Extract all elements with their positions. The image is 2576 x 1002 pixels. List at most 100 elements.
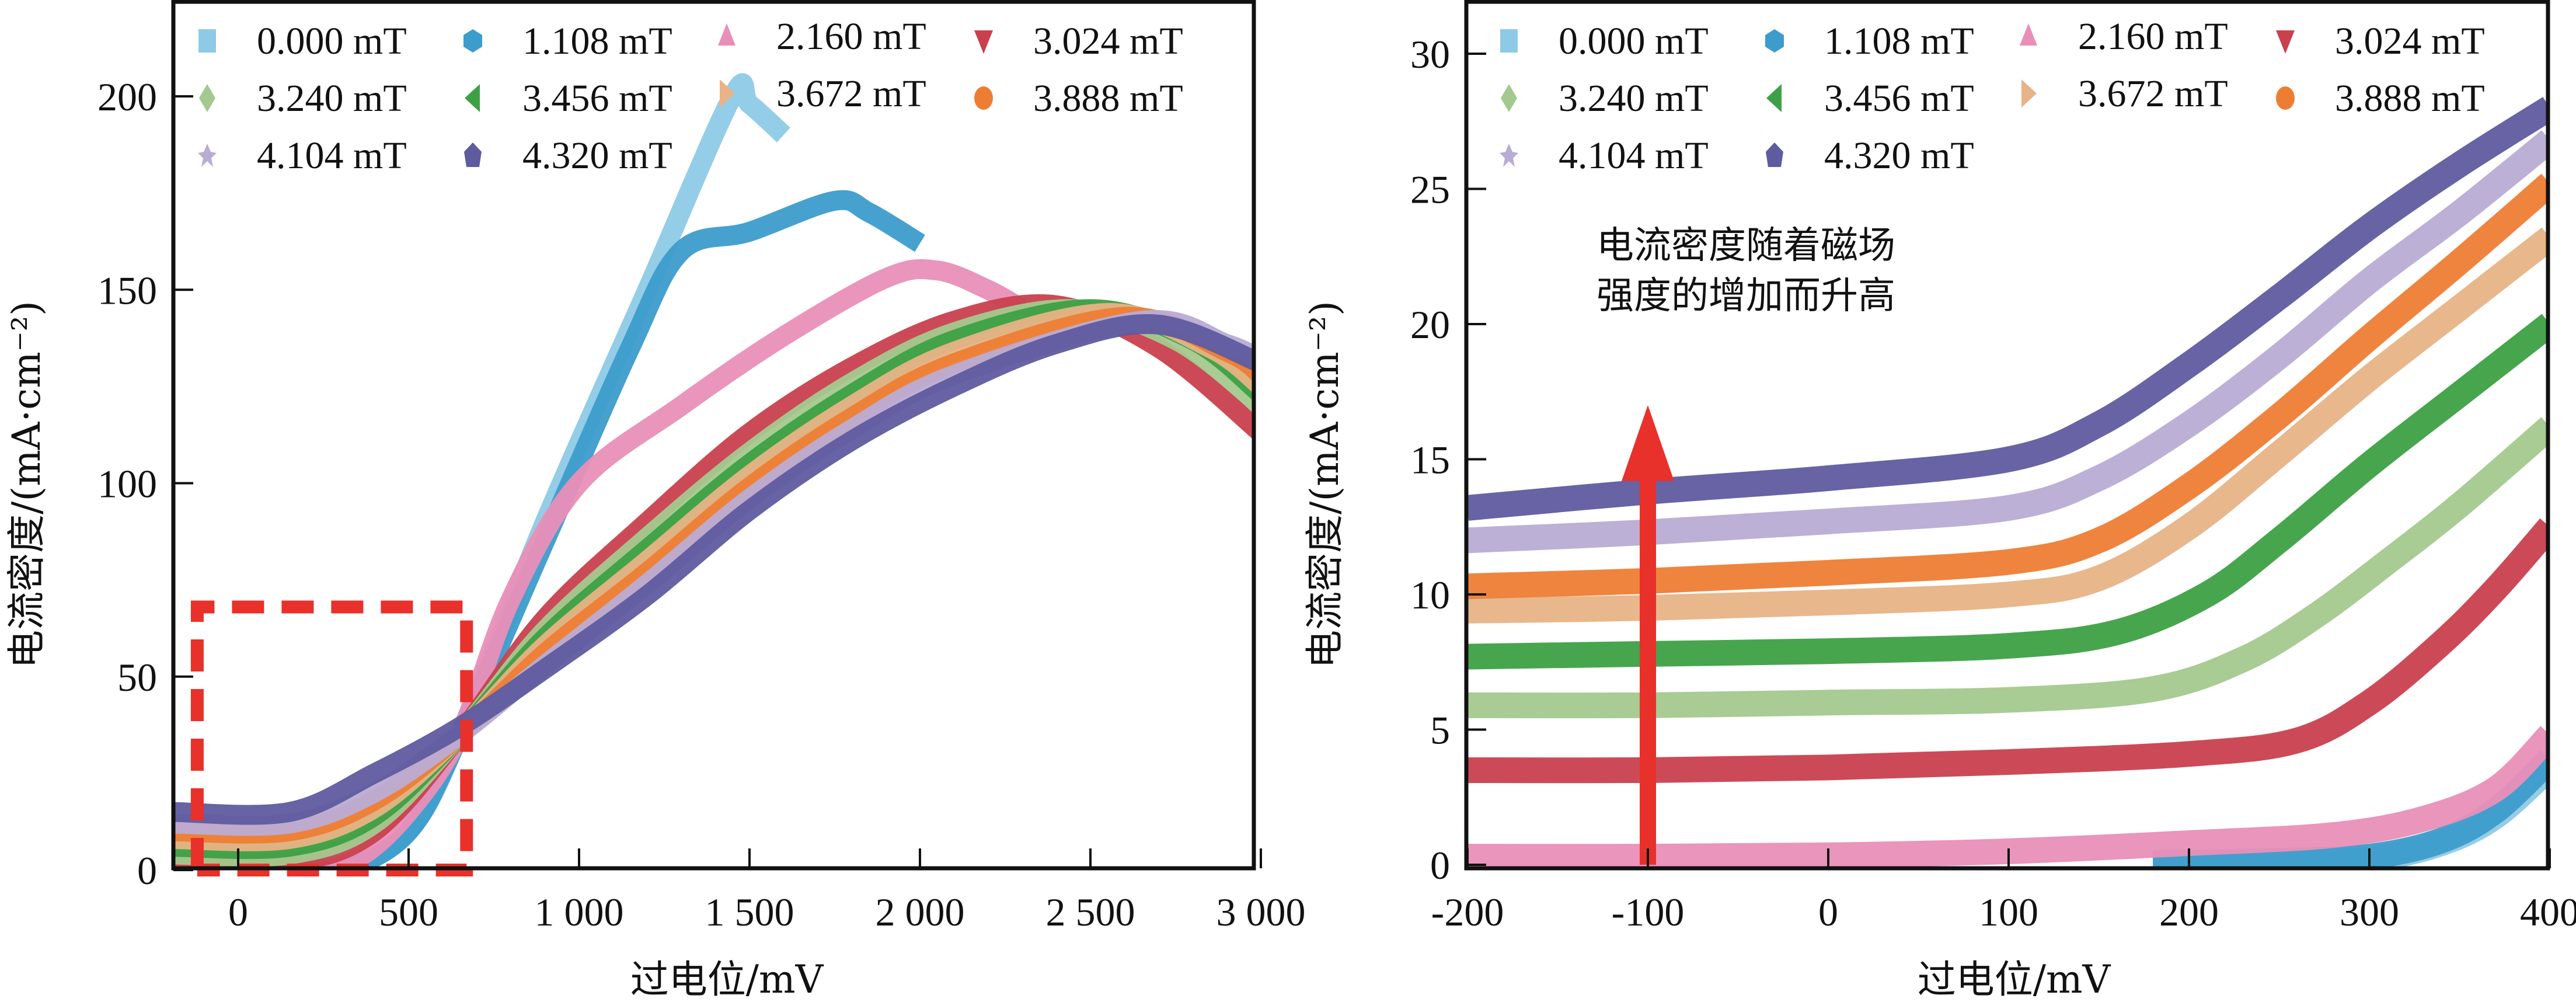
right-y-tick-label: 0 bbox=[1430, 843, 1450, 888]
legend-label: 1.108 mT bbox=[1824, 20, 1974, 62]
right-series-line-3-456-mT bbox=[1467, 314, 2548, 670]
right-series-line-4-104-mT bbox=[1467, 130, 2548, 554]
left-chart-panel: 0 500 1 000 1 500 2 000 2 500 3 000 0 50 100 150 2… bbox=[4, 0, 1306, 1002]
right-x-tick-label: 0 bbox=[1818, 890, 1838, 934]
legend-label: 4.104 mT bbox=[257, 134, 407, 177]
right-y-tick-label: 5 bbox=[1430, 708, 1450, 753]
right-x-ticks: -200 -100 0 100 200 300 400 bbox=[1431, 848, 2576, 934]
legend-label: 4.320 mT bbox=[522, 134, 672, 177]
legend-marker-triangle-left-icon bbox=[1766, 84, 1782, 112]
legend-item: 3.672 mT bbox=[2021, 72, 2228, 115]
legend-item: 3.024 mT bbox=[974, 20, 1183, 62]
right-plot-frame bbox=[1464, 0, 2550, 871]
legend-marker-pentagon-icon bbox=[1766, 142, 1783, 167]
right-x-axis-title: 过电位/mV bbox=[1918, 957, 2111, 1002]
left-series-line-2-160-mT bbox=[173, 259, 1027, 868]
legend-item: 2.160 mT bbox=[718, 15, 926, 58]
right-y-tick-label: 10 bbox=[1410, 573, 1450, 617]
left-x-axis-title: 过电位/mV bbox=[630, 957, 824, 1002]
legend-marker-circle-icon bbox=[2276, 86, 2295, 110]
annotation-text-line-2: 强度的增加而升高 bbox=[1597, 274, 1895, 318]
legend-label: 3.024 mT bbox=[1033, 20, 1183, 62]
left-x-tick-label: 2 000 bbox=[876, 890, 965, 934]
legend-label: 3.672 mT bbox=[2078, 72, 2228, 115]
legend-marker-star-icon bbox=[198, 144, 217, 167]
left-x-tick-label: 0 bbox=[228, 890, 248, 934]
right-arrow-group bbox=[1622, 405, 1674, 865]
left-legend: 0.000 mT 1.108 mT 2.160 mT 3.024 mT 3.240 mT… bbox=[198, 15, 1183, 177]
legend-item: 4.104 mT bbox=[1500, 134, 1709, 177]
legend-item: 3.024 mT bbox=[2276, 20, 2485, 62]
legend-label: 3.888 mT bbox=[1033, 77, 1183, 120]
left-y-axis-title: 电流密度/(mA·cm⁻²) bbox=[4, 301, 49, 669]
right-series-group bbox=[1466, 96, 2548, 868]
legend-item: 3.240 mT bbox=[199, 77, 407, 120]
left-series-line-3-888-mT bbox=[173, 307, 1254, 844]
left-x-tick-label: 500 bbox=[379, 890, 438, 934]
left-x-tick-label: 1 000 bbox=[535, 890, 624, 934]
left-x-tick-label: 2 500 bbox=[1046, 890, 1135, 934]
legend-label: 3.888 mT bbox=[2335, 77, 2485, 120]
legend-label: 3.240 mT bbox=[1559, 77, 1709, 120]
legend-item: 2.160 mT bbox=[2020, 15, 2228, 58]
legend-item: 3.456 mT bbox=[1766, 77, 1974, 120]
right-y-ticks: 0 5 10 15 20 25 30 bbox=[1410, 32, 1486, 888]
legend-marker-triangle-down-icon bbox=[974, 30, 993, 54]
right-series-line-3-888-mT bbox=[1467, 173, 2548, 600]
legend-label: 0.000 mT bbox=[1559, 20, 1709, 62]
annotation-text-line-1: 电流密度随着磁场 bbox=[1597, 224, 1895, 267]
legend-marker-pentagon-icon bbox=[464, 142, 482, 167]
right-x-tick-label: 400 bbox=[2520, 890, 2576, 934]
legend-marker-triangle-up-icon bbox=[2020, 23, 2037, 46]
left-x-tick-label: 1 500 bbox=[705, 890, 794, 934]
right-x-tick-label: 300 bbox=[2340, 890, 2399, 934]
left-series-line-4-104-mT bbox=[173, 310, 1254, 836]
right-x-tick-label: -100 bbox=[1612, 890, 1685, 934]
right-y-tick-label: 25 bbox=[1410, 168, 1450, 212]
left-y-ticks: 0 50 100 150 200 bbox=[97, 75, 193, 893]
right-x-tick-label: 200 bbox=[2159, 890, 2219, 934]
left-series-group bbox=[173, 73, 1254, 868]
legend-label: 3.024 mT bbox=[2335, 20, 2485, 62]
legend-item: 4.104 mT bbox=[198, 134, 407, 177]
legend-item: 4.320 mT bbox=[1766, 134, 1974, 177]
legend-label: 3.240 mT bbox=[257, 77, 407, 120]
right-legend: 0.000 mT 1.108 mT 2.160 mT 3.024 mT 3.240 mT… bbox=[1500, 15, 2485, 177]
legend-label: 3.456 mT bbox=[522, 77, 672, 120]
right-series-line-2-160-mT bbox=[1467, 726, 2548, 868]
legend-marker-square-icon bbox=[1500, 29, 1518, 53]
legend-marker-triangle-up-icon bbox=[718, 23, 735, 46]
legend-label: 0.000 mT bbox=[257, 20, 407, 62]
legend-item: 1.108 mT bbox=[1765, 20, 1974, 62]
right-y-tick-label: 20 bbox=[1410, 302, 1450, 347]
legend-label: 4.104 mT bbox=[1559, 134, 1709, 177]
right-y-tick-label: 30 bbox=[1410, 32, 1450, 76]
legend-item: 3.888 mT bbox=[2276, 77, 2485, 120]
right-series-line-3-024-mT bbox=[1467, 518, 2548, 784]
left-y-tick-label: 200 bbox=[97, 75, 157, 119]
legend-marker-triangle-down-icon bbox=[2276, 30, 2295, 54]
legend-item: 1.108 mT bbox=[463, 20, 672, 62]
legend-marker-triangle-right-icon bbox=[2021, 79, 2037, 107]
legend-item: 3.240 mT bbox=[1501, 77, 1709, 120]
zoom-region-dashed-box bbox=[190, 600, 473, 876]
legend-item: 3.456 mT bbox=[465, 77, 672, 120]
legend-item: 3.888 mT bbox=[974, 77, 1183, 120]
legend-marker-star-icon bbox=[1500, 144, 1518, 167]
left-plot-frame bbox=[171, 0, 1256, 871]
right-y-axis-title: 电流密度/(mA·cm⁻²) bbox=[1302, 301, 1347, 669]
legend-marker-square-icon bbox=[198, 29, 216, 53]
legend-marker-diamond-icon bbox=[199, 84, 215, 112]
right-series-line-3-672-mT bbox=[1467, 227, 2548, 624]
left-x-tick-label: 3 000 bbox=[1216, 890, 1306, 934]
legend-marker-hexagon-icon bbox=[1765, 29, 1784, 53]
legend-marker-circle-icon bbox=[974, 86, 993, 110]
left-y-tick-label: 100 bbox=[97, 462, 157, 506]
left-y-tick-label: 0 bbox=[137, 848, 157, 893]
legend-item: 3.672 mT bbox=[720, 72, 926, 115]
legend-label: 4.320 mT bbox=[1824, 134, 1974, 177]
left-series-line-4-320-mT bbox=[173, 314, 1254, 825]
legend-item: 0.000 mT bbox=[1500, 20, 1709, 62]
legend-marker-triangle-right-icon bbox=[720, 79, 735, 107]
